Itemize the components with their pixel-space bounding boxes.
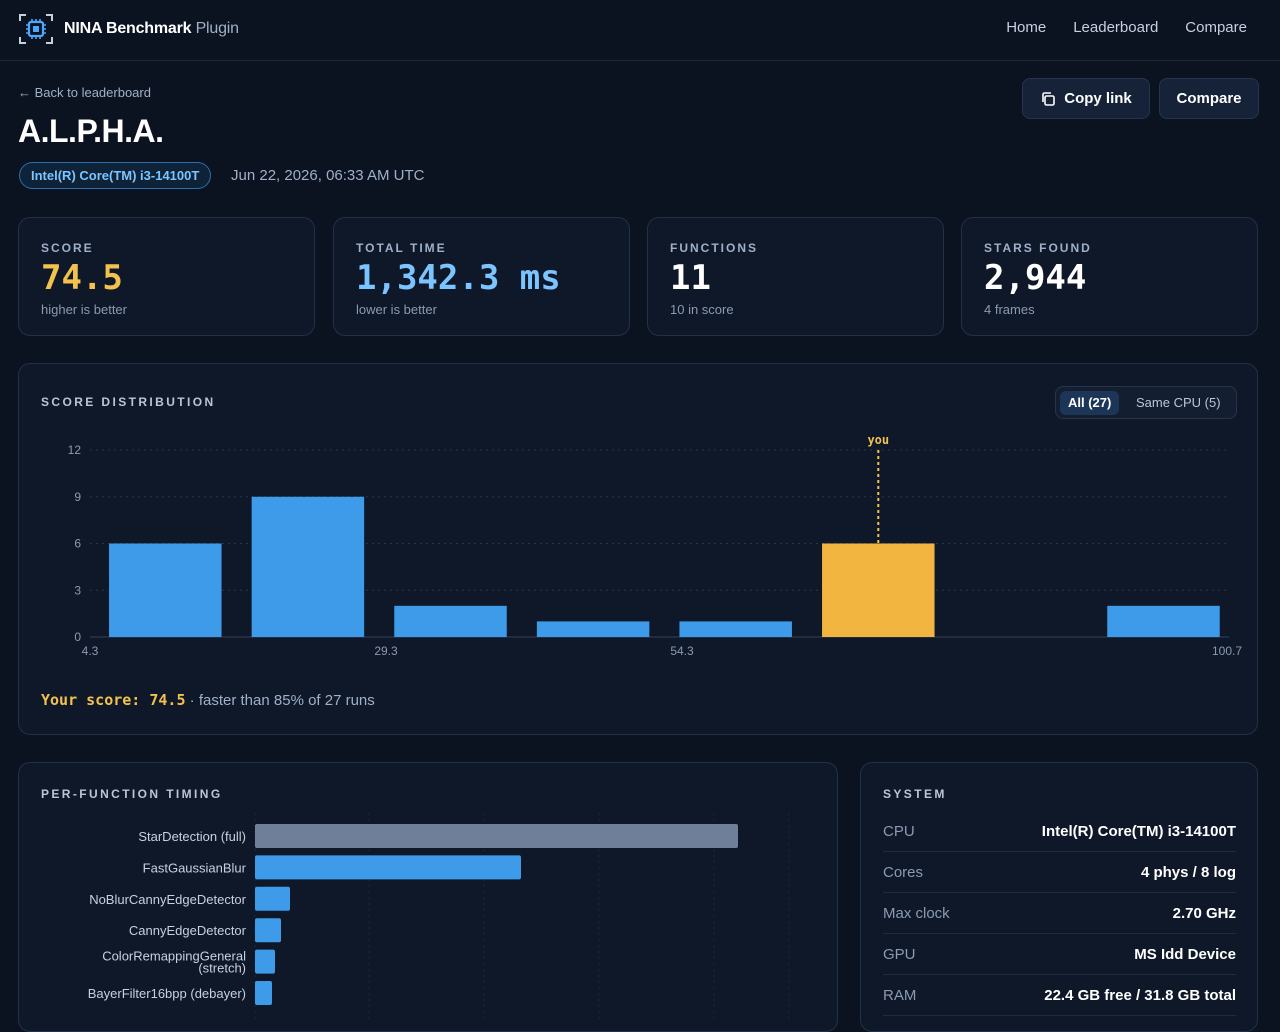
per-function-timing-chart: StarDetection (full) FastGaussianBlur NoBl… [88, 813, 790, 1023]
y-tick-label: 12 [68, 443, 82, 457]
system-row-cpu: CPU Intel(R) Core(TM) i3-14100T [883, 811, 1236, 852]
score-distribution-chart: 0 3 6 9 12 you 4.3 29.3 54.3 100.7 [68, 433, 1243, 658]
system-row-cores: Cores 4 phys / 8 log [883, 852, 1236, 893]
total-time-label: TOTAL TIME [356, 241, 447, 255]
compare-button[interactable]: Compare [1159, 78, 1259, 119]
timing-bar[interactable] [255, 855, 521, 880]
y-tick-label: 9 [74, 490, 81, 504]
timing-category-label: ColorRemappingGeneral [102, 949, 246, 964]
functions-sub: 10 in score [670, 302, 734, 317]
distribution-title: SCORE DISTRIBUTION [41, 395, 216, 409]
copy-link-label: Copy link [1064, 90, 1132, 107]
y-tick-label: 3 [74, 583, 81, 597]
histogram-bar[interactable] [679, 621, 792, 637]
system-key: GPU [883, 946, 916, 963]
system-title: SYSTEM [883, 787, 947, 801]
chip-logo-icon [19, 14, 53, 44]
histogram-bar[interactable] [1107, 605, 1220, 637]
system-row-ram: RAM 22.4 GB free / 31.8 GB total [883, 975, 1236, 1016]
score-distribution-panel: SCORE DISTRIBUTION All (27) Same CPU (5)… [18, 363, 1258, 735]
timing-category-label: FastGaussianBlur [143, 860, 247, 875]
brand-name: NINA Benchmark Plugin [64, 20, 239, 37]
timing-category-label: StarDetection (full) [138, 829, 246, 844]
page-title: A.L.P.H.A. [18, 113, 164, 149]
x-tick-label: 29.3 [374, 644, 398, 658]
x-tick-label: 54.3 [670, 644, 694, 658]
timing-bar[interactable] [255, 886, 290, 911]
histogram-bar[interactable] [109, 543, 222, 638]
system-value: 4 phys / 8 log [1140, 864, 1236, 881]
histogram-bar[interactable] [536, 621, 650, 637]
distribution-filter-toggle: All (27) Same CPU (5) [1055, 386, 1237, 419]
timing-category-label-cont: (stretch) [198, 961, 246, 976]
histogram-bar[interactable] [251, 496, 365, 637]
nav-home[interactable]: Home [1006, 19, 1047, 36]
cpu-badge: Intel(R) Core(TM) i3-14100T [19, 162, 212, 189]
system-value: 2.70 GHz [1172, 905, 1236, 922]
your-score-text: · faster than 85% of 27 runs [189, 692, 375, 709]
timing-title: PER-FUNCTION TIMING [41, 787, 223, 801]
stars-found-value: 2,944 [984, 258, 1087, 298]
nav-compare[interactable]: Compare [1185, 19, 1247, 36]
total-time-value: 1,342.3 ms [356, 258, 561, 298]
copy-link-button[interactable]: Copy link [1022, 78, 1150, 119]
stars-found-card: STARS FOUND 2,944 4 frames [961, 217, 1258, 336]
timing-bar[interactable] [255, 981, 272, 1005]
timing-bar[interactable] [255, 824, 738, 848]
functions-label: FUNCTIONS [670, 241, 758, 255]
timing-category-label: NoBlurCannyEdgeDetector [89, 892, 246, 907]
score-card: SCORE 74.5 higher is better [18, 217, 315, 336]
score-label: SCORE [41, 241, 94, 255]
system-key: RAM [883, 987, 917, 1004]
your-bin-bar[interactable] [822, 543, 935, 638]
brand[interactable]: NINA Benchmark Plugin [18, 13, 239, 45]
your-score-value: Your score: 74.5 [41, 691, 186, 709]
total-time-sub: lower is better [356, 302, 437, 317]
score-value: 74.5 [41, 258, 123, 298]
stars-found-label: STARS FOUND [984, 241, 1092, 255]
functions-card: FUNCTIONS 11 10 in score [647, 217, 944, 336]
copy-icon [1042, 91, 1056, 106]
system-panel: SYSTEM CPU Intel(R) Core(TM) i3-14100T C… [860, 762, 1258, 1032]
system-value: MS Idd Device [1134, 946, 1236, 963]
you-marker-label: you [867, 433, 889, 447]
top-navbar: NINA Benchmark Plugin Home Leaderboard C… [0, 0, 1280, 61]
y-tick-label: 6 [74, 537, 81, 551]
x-tick-label: 4.3 [82, 644, 99, 658]
your-score-summary: Your score: 74.5 · faster than 85% of 27… [41, 691, 375, 709]
system-key: Cores [883, 864, 924, 881]
stars-found-sub: 4 frames [984, 302, 1035, 317]
x-tick-label: 100.7 [1212, 644, 1242, 658]
score-sub: higher is better [41, 302, 127, 317]
per-function-timing-panel: PER-FUNCTION TIMING StarDetection (full)… [18, 762, 838, 1032]
histogram-bar[interactable] [394, 605, 507, 637]
system-key: Max clock [883, 905, 950, 922]
back-to-leaderboard-link[interactable]: ← Back to leaderboard [18, 85, 151, 100]
total-time-card: TOTAL TIME 1,342.3 ms lower is better [333, 217, 630, 336]
system-key: CPU [883, 823, 915, 840]
filter-same-cpu-option[interactable]: Same CPU (5) [1136, 395, 1221, 410]
timing-category-label: BayerFilter16bpp (debayer) [88, 986, 246, 1001]
nav-leaderboard[interactable]: Leaderboard [1073, 19, 1159, 36]
timing-category-label: CannyEdgeDetector [129, 923, 247, 938]
system-row-gpu: GPU MS Idd Device [883, 934, 1236, 975]
filter-all-option[interactable]: All (27) [1060, 391, 1120, 415]
system-value: 22.4 GB free / 31.8 GB total [1044, 987, 1236, 1004]
timing-bar[interactable] [255, 918, 281, 943]
system-value: Intel(R) Core(TM) i3-14100T [1041, 823, 1236, 840]
run-date: Jun 22, 2026, 06:33 AM UTC [231, 167, 425, 184]
system-row-max-clock: Max clock 2.70 GHz [883, 893, 1236, 934]
main-nav: Home Leaderboard Compare [1006, 19, 1247, 36]
timing-bar[interactable] [255, 949, 275, 974]
functions-value: 11 [670, 258, 711, 298]
y-tick-label: 0 [74, 630, 81, 644]
